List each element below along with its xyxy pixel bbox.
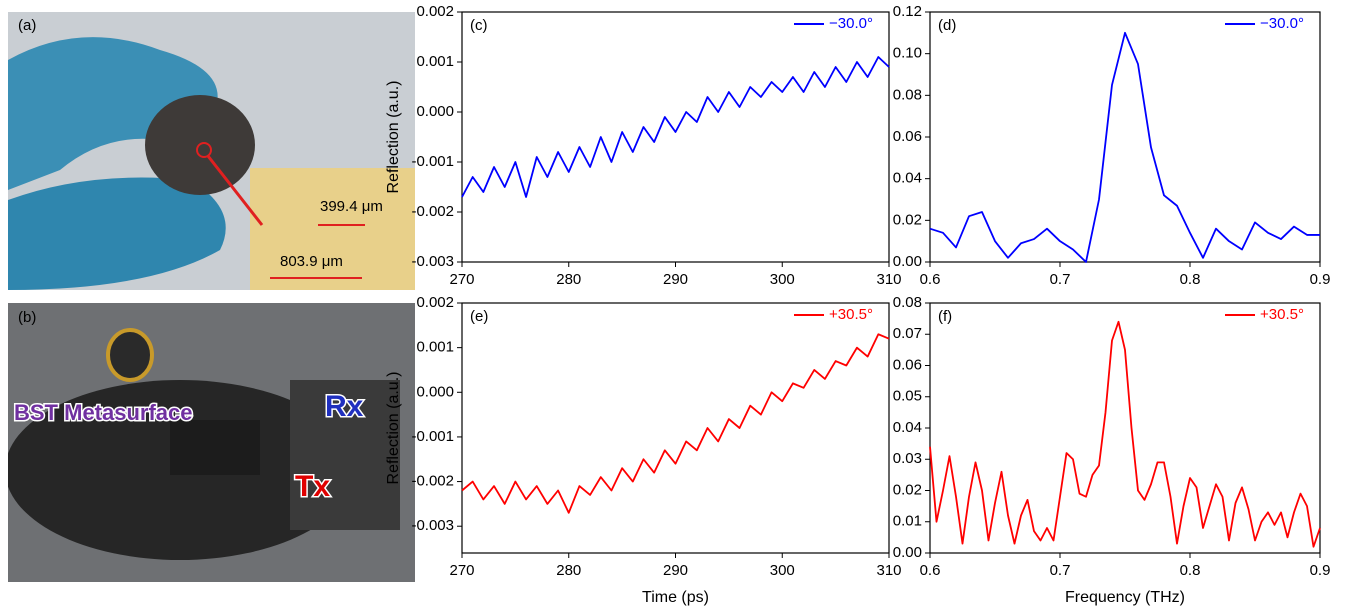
plot-frame xyxy=(461,302,890,554)
y-tick-label: 0.07 xyxy=(893,325,922,342)
data-line xyxy=(461,56,890,198)
y-tick-label: 0.12 xyxy=(893,3,922,20)
x-tick-label: 0.8 xyxy=(1180,562,1201,579)
sample-holder xyxy=(106,328,154,382)
photo-label: BST Metasurface xyxy=(14,400,193,425)
panel-label: (d) xyxy=(938,17,956,34)
legend-label: +30.5° xyxy=(1260,306,1304,323)
optics xyxy=(170,420,260,475)
y-axis-label: Reflection (a.u.) xyxy=(385,372,402,485)
legend-label: +30.5° xyxy=(829,306,873,323)
y-tick-label: 0.002 xyxy=(416,3,454,20)
y-tick-label: 0.000 xyxy=(416,383,454,400)
y-tick-label: -0.002 xyxy=(411,203,454,220)
y-tick-label: 0.03 xyxy=(893,450,922,467)
plot-frame xyxy=(929,302,1321,554)
photo-a: (a) 399.4 μm 803.9 μm xyxy=(8,12,415,290)
x-tick-label: 270 xyxy=(449,562,474,579)
x-axis-label: Time (ps) xyxy=(642,589,709,606)
y-tick-label: 0.02 xyxy=(893,481,922,498)
y-tick-label: 0.02 xyxy=(893,211,922,228)
arrow xyxy=(206,155,264,226)
optics xyxy=(290,380,400,530)
y-tick-label: -0.003 xyxy=(411,517,454,534)
x-axis-label: Frequency (THz) xyxy=(1065,589,1185,606)
x-tick-label: 0.9 xyxy=(1310,271,1331,288)
panel-label: (e) xyxy=(470,308,488,325)
y-tick-label: -0.003 xyxy=(411,253,454,270)
y-axis-label: Reflection (a.u.) xyxy=(385,81,402,194)
marker xyxy=(196,142,212,158)
plot-frame xyxy=(461,11,890,263)
x-tick-label: 300 xyxy=(770,271,795,288)
x-tick-label: 300 xyxy=(770,562,795,579)
x-tick-label: 0.7 xyxy=(1050,271,1071,288)
panel-label: (c) xyxy=(470,17,488,34)
y-tick-label: 0.04 xyxy=(893,419,922,436)
photo-b: (b) BST Metasurface Rx Tx xyxy=(8,303,415,582)
panel-label: (b) xyxy=(18,309,36,326)
y-tick-label: -0.001 xyxy=(411,153,454,170)
y-tick-label: 0.01 xyxy=(893,513,922,530)
legend-label: −30.0° xyxy=(829,15,873,32)
x-tick-label: 280 xyxy=(556,271,581,288)
x-tick-label: 310 xyxy=(876,271,901,288)
x-tick-label: 0.6 xyxy=(920,271,941,288)
y-tick-label: 0.04 xyxy=(893,170,922,187)
y-tick-label: 0.05 xyxy=(893,388,922,405)
y-tick-label: 0.001 xyxy=(416,53,454,70)
legend-label: −30.0° xyxy=(1260,15,1304,32)
y-tick-label: 0.001 xyxy=(416,339,454,356)
x-tick-label: 290 xyxy=(663,271,688,288)
x-tick-label: 290 xyxy=(663,562,688,579)
data-line xyxy=(461,333,890,514)
photo-label: Tx xyxy=(295,470,330,503)
x-tick-label: 0.7 xyxy=(1050,562,1071,579)
x-tick-label: 270 xyxy=(449,271,474,288)
x-tick-label: 280 xyxy=(556,562,581,579)
y-tick-label: 0.06 xyxy=(893,128,922,145)
x-tick-label: 310 xyxy=(876,562,901,579)
y-tick-label: -0.002 xyxy=(411,473,454,490)
y-tick-label: 0.08 xyxy=(893,294,922,311)
inset xyxy=(250,168,415,290)
data-line xyxy=(929,31,1320,263)
y-tick-label: 0.10 xyxy=(893,45,922,62)
panel-label: (f) xyxy=(938,308,952,325)
y-tick-label: -0.001 xyxy=(411,428,454,445)
y-tick-label: 0.00 xyxy=(893,253,922,270)
scale-label: 399.4 μm xyxy=(320,198,383,215)
x-tick-label: 0.9 xyxy=(1310,562,1331,579)
y-tick-label: 0.000 xyxy=(416,103,454,120)
scale-label: 803.9 μm xyxy=(280,253,343,270)
photo-label: Rx xyxy=(325,390,364,423)
y-tick-label: 0.06 xyxy=(893,356,922,373)
y-tick-label: 0.00 xyxy=(893,544,922,561)
glove xyxy=(8,177,226,290)
data-line xyxy=(929,320,1321,548)
panel-label: (a) xyxy=(18,17,36,34)
y-tick-label: 0.08 xyxy=(893,86,922,103)
y-tick-label: 0.002 xyxy=(416,294,454,311)
x-tick-label: 0.8 xyxy=(1180,271,1201,288)
glove xyxy=(8,37,218,191)
x-tick-label: 0.6 xyxy=(920,562,941,579)
